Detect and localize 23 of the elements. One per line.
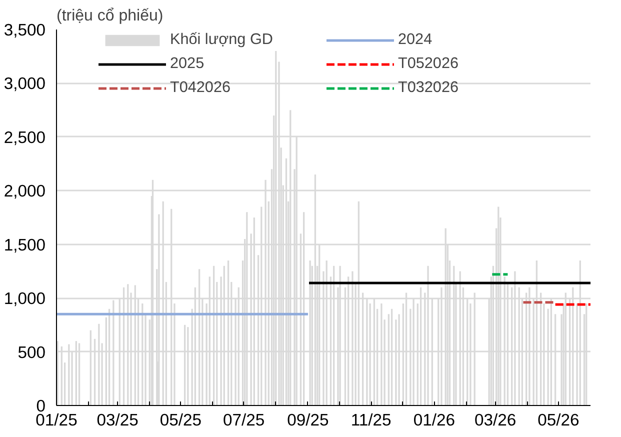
y-tick-label: 2,500	[4, 128, 46, 147]
legend-label: 2024	[398, 31, 434, 49]
x-tick-label: 11/25	[350, 410, 392, 430]
x-tick-label: 01/26	[413, 410, 456, 430]
y-tick-label: 2,000	[4, 182, 46, 201]
y-tick-label: 3,000	[4, 74, 46, 94]
y-tick-label: 500	[18, 342, 46, 362]
y-axis-title: (triệu cổ phiếu)	[56, 8, 164, 24]
x-tick-label: 03/26	[474, 410, 516, 430]
x-tick-label: 05/26	[538, 410, 580, 430]
legend-label: Khối lượng GD	[170, 31, 274, 49]
legend-label: T032026	[398, 79, 460, 97]
x-tick-label: 01/25	[36, 410, 78, 430]
legend-label: 2025	[170, 55, 206, 73]
x-tick-label: 07/25	[222, 410, 265, 430]
y-tick-label: 1,500	[4, 235, 46, 254]
legend-label: T042026	[170, 79, 232, 97]
x-tick-label: 09/25	[287, 410, 329, 430]
x-tick-label: 05/25	[160, 410, 202, 430]
y-tick-label: 3,500	[4, 20, 46, 40]
x-tick-label: 03/25	[96, 410, 138, 430]
y-tick-label: 1,000	[4, 289, 46, 308]
legend-label: T052026	[398, 55, 460, 73]
